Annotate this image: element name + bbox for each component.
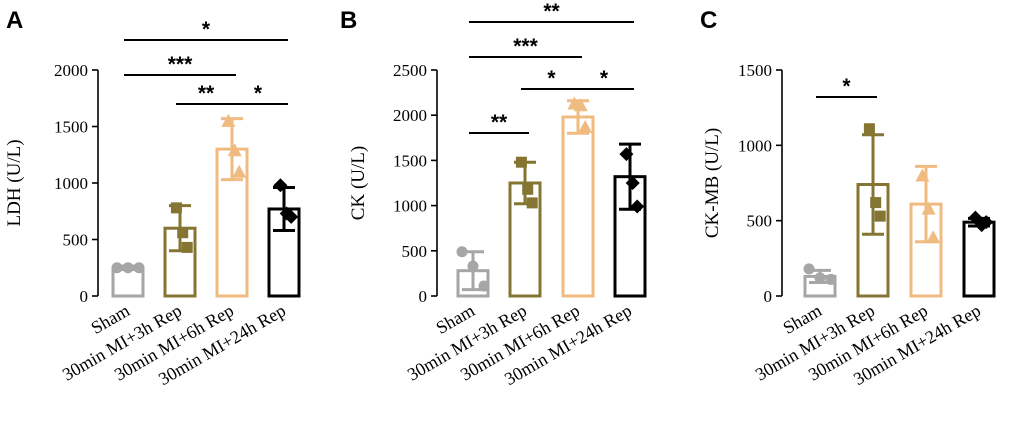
panel-b-data-point — [619, 147, 634, 162]
panel-a-letter: A — [6, 7, 23, 34]
panel-a-data-point — [227, 143, 242, 157]
panel-c-data-point — [803, 263, 815, 275]
panel-b-data-point — [630, 199, 645, 214]
panel-a-data-point — [232, 164, 247, 178]
panel-b-y-axis-title: CK (U/L) — [348, 146, 369, 220]
panel-b-y-tick-label: 0 — [419, 287, 428, 306]
panel-b-data-point — [515, 156, 527, 168]
panel-c-data-point — [979, 215, 994, 230]
panel-c-data-point — [814, 272, 826, 284]
panel-c-y-tick-label: 0 — [764, 287, 773, 306]
panel-b-significance-label: ** — [491, 111, 508, 134]
panel-c-bar-4 — [962, 220, 996, 298]
panel-c-data-point — [870, 197, 882, 209]
panel-b-bar-3 — [561, 115, 595, 298]
panel-a-data-point — [273, 178, 288, 193]
panel-b-significance-label: * — [547, 67, 556, 90]
panel-b-significance-label: ** — [543, 0, 560, 23]
panel-b-letter: B — [340, 7, 357, 34]
panel-b-data-point — [526, 197, 538, 209]
panel-a-data-point — [133, 262, 145, 274]
panel-a-data-point — [111, 262, 123, 274]
panel-b-y-tick-label: 2000 — [393, 106, 427, 125]
panel-a-y-axis-title: LDH (U/L) — [4, 139, 25, 226]
panel-c-data-point — [874, 210, 886, 222]
panel-b-data-point — [578, 119, 593, 133]
panel-c-data-point — [926, 230, 941, 244]
panel-a-data-point — [170, 202, 182, 214]
panel-a-data-point — [177, 227, 189, 239]
panel-b-y-tick-label: 1500 — [393, 151, 427, 170]
panel-b-data-point — [522, 183, 534, 195]
panel-a-y-tick-label: 1000 — [54, 174, 88, 193]
panel-b-data-point — [467, 260, 479, 272]
panel-b-y-tick-label: 1000 — [393, 197, 427, 216]
panel-a-y-tick-label: 1500 — [54, 118, 88, 137]
panel-b-data-point — [625, 176, 640, 190]
panel-a-data-point — [284, 209, 299, 224]
panel-b-significance-label: *** — [513, 35, 538, 58]
panel-a-y-tick-label: 0 — [80, 287, 89, 306]
panel-b-data-point — [478, 280, 490, 292]
panel-c-data-point — [863, 123, 875, 135]
panel-a-data-point — [122, 262, 134, 274]
panel-a-significance-label: ** — [198, 82, 215, 105]
panel-c-y-axis-title: CK-MB (U/L) — [702, 128, 723, 238]
panel-a-y-tick-label: 2000 — [54, 61, 88, 80]
panel-c-data-point — [825, 273, 837, 285]
panel-c-data-point — [915, 168, 930, 182]
panel-a-y-tick-label: 500 — [63, 231, 89, 250]
panel-b-data-point — [456, 246, 468, 258]
panel-b-data-point — [573, 98, 588, 112]
panel-c-data-point — [921, 201, 936, 215]
panel-a-significance-label: *** — [168, 53, 193, 76]
panel-c-y-tick-label: 1000 — [738, 136, 772, 155]
panel-b-y-tick-label: 500 — [402, 242, 428, 261]
panel-b-y-tick-label: 2500 — [393, 61, 427, 80]
panel-a-significance-label: * — [202, 18, 211, 41]
panel-a-data-point — [221, 113, 236, 127]
panel-c-y-tick-label: 500 — [747, 212, 773, 231]
panel-a-significance-label: * — [254, 82, 263, 105]
panel-a-data-point — [181, 241, 193, 253]
panel-c-significance-label: * — [842, 75, 851, 98]
panel-b-significance-label: * — [600, 67, 609, 90]
panel-c-y-tick-label: 1500 — [738, 61, 772, 80]
panel-c-letter: C — [700, 7, 717, 34]
